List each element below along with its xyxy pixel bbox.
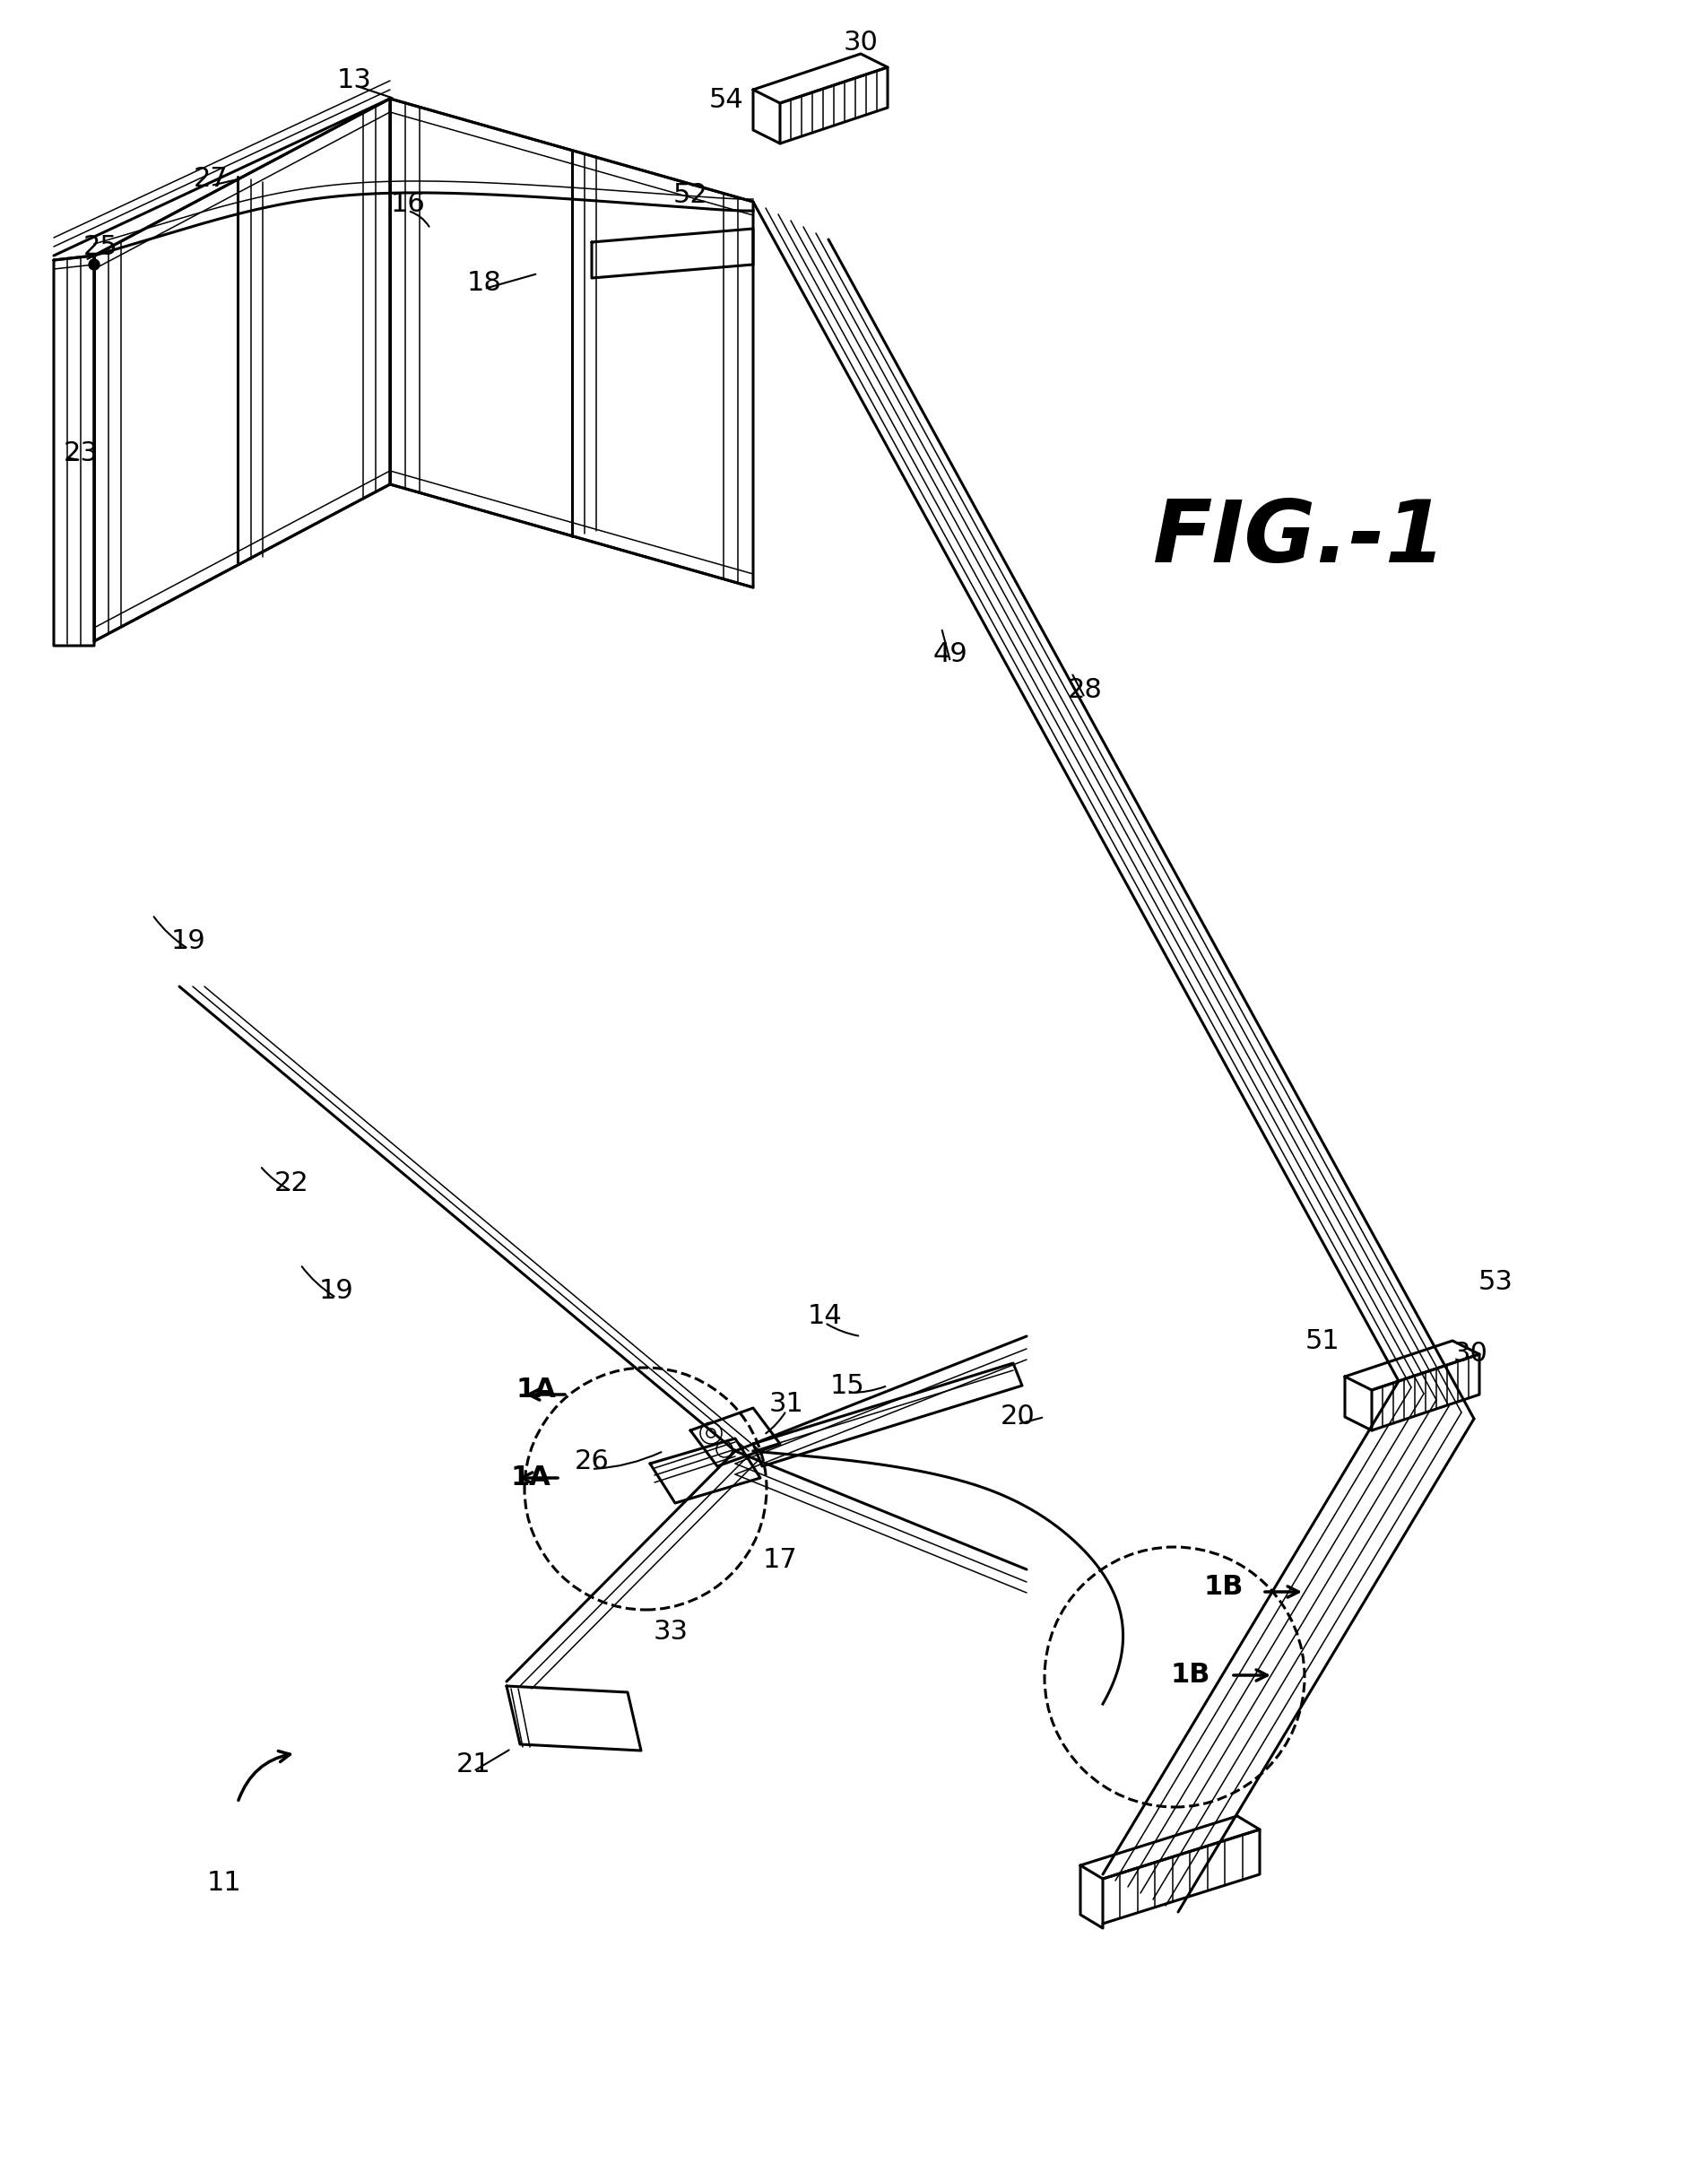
Text: 19: 19: [319, 1279, 354, 1305]
Text: 54: 54: [709, 87, 743, 113]
Text: 21: 21: [456, 1753, 490, 1779]
Text: 30: 30: [1454, 1342, 1488, 1368]
Text: 17: 17: [763, 1547, 798, 1573]
Text: 49: 49: [933, 643, 968, 669]
Text: 1B: 1B: [1204, 1575, 1243, 1601]
Text: 1A: 1A: [511, 1465, 552, 1491]
Circle shape: [89, 260, 99, 270]
Text: 30: 30: [844, 30, 878, 56]
Text: 19: 19: [171, 928, 205, 954]
Text: 33: 33: [652, 1619, 688, 1645]
Text: FIG.-1: FIG.-1: [1153, 496, 1447, 580]
Text: 1B: 1B: [1170, 1662, 1211, 1688]
Text: 31: 31: [769, 1391, 804, 1417]
Text: 27: 27: [193, 167, 229, 193]
Text: 18: 18: [466, 270, 502, 296]
Text: 16: 16: [391, 190, 425, 216]
Text: 1A: 1A: [516, 1376, 557, 1402]
Text: 25: 25: [84, 234, 118, 260]
Text: 13: 13: [336, 67, 372, 93]
Text: 11: 11: [207, 1870, 241, 1896]
Text: 23: 23: [63, 439, 97, 465]
Text: 20: 20: [1001, 1404, 1035, 1430]
Text: 51: 51: [1305, 1329, 1339, 1355]
Text: 15: 15: [830, 1374, 864, 1400]
Text: 26: 26: [574, 1448, 610, 1476]
Text: 28: 28: [1068, 677, 1102, 703]
Text: 52: 52: [673, 182, 707, 208]
Text: 53: 53: [1477, 1270, 1513, 1296]
Text: 14: 14: [808, 1303, 842, 1329]
Text: 22: 22: [273, 1171, 309, 1197]
